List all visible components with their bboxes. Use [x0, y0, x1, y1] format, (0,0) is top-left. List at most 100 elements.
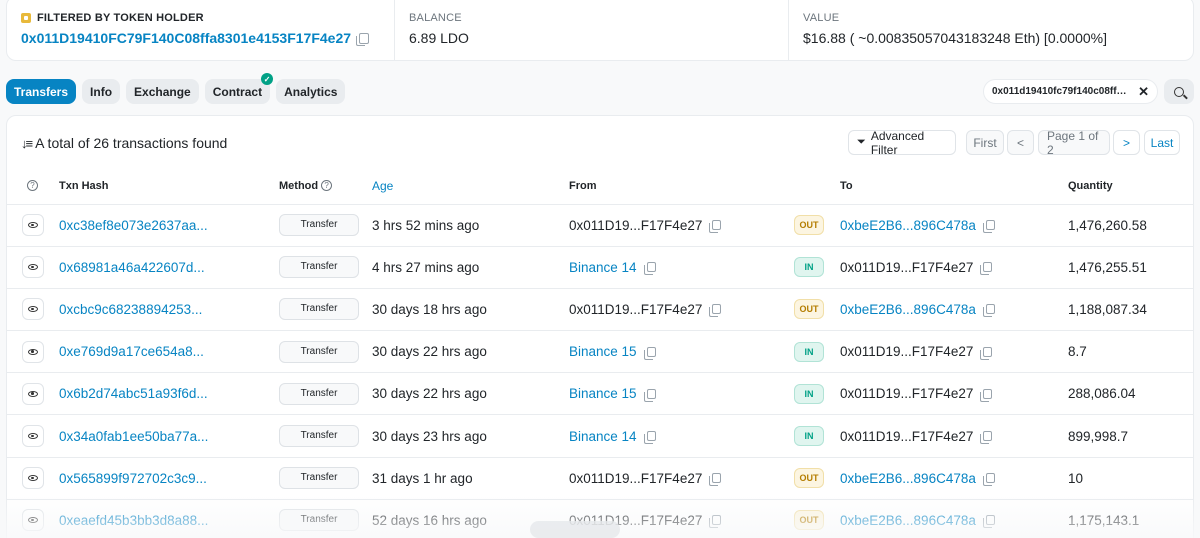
holder-caption: FILTERED BY TOKEN HOLDER	[37, 12, 204, 24]
copy-icon[interactable]	[980, 388, 993, 402]
txn-hash-link[interactable]: 0xc38ef8e073e2637aa...	[59, 217, 208, 233]
eye-icon	[28, 264, 38, 271]
age-cell: 31 days 1 hr ago	[372, 457, 569, 500]
tab-contract[interactable]: Contract ✓	[204, 73, 274, 104]
view-details-button[interactable]	[22, 425, 44, 448]
tab-bar: Transfers Info Exchange Contract ✓ Analy…	[6, 73, 346, 104]
txn-hash-link[interactable]: 0x68981a46a422607d...	[59, 259, 205, 275]
quantity-cell: 1,476,260.58	[1068, 204, 1193, 247]
txn-hash-link[interactable]: 0x565899f972702c3c9...	[59, 470, 207, 486]
to-address[interactable]: 0xbeE2B6...896C478a	[840, 512, 976, 528]
from-address[interactable]: Binance 14	[569, 428, 637, 444]
next-page-button[interactable]: >	[1113, 130, 1140, 155]
eye-icon	[28, 390, 38, 397]
direction-badge: OUT	[794, 510, 824, 531]
header-age[interactable]: Age	[372, 168, 569, 205]
method-badge: Transfer	[279, 425, 359, 448]
view-details-button[interactable]	[22, 298, 44, 321]
view-details-button[interactable]	[22, 340, 44, 363]
token-icon	[21, 13, 31, 23]
copy-icon[interactable]	[356, 32, 370, 46]
advanced-filter-button[interactable]: ⏷ Advanced Filter	[848, 129, 956, 157]
copy-icon[interactable]	[643, 346, 656, 360]
close-icon[interactable]: ✕	[1138, 83, 1149, 99]
eye-icon	[28, 475, 38, 482]
method-badge: Transfer	[279, 214, 359, 237]
copy-icon[interactable]	[643, 388, 656, 402]
tab-exchange[interactable]: Exchange	[126, 79, 199, 104]
method-badge: Transfer	[279, 340, 359, 363]
copy-icon[interactable]	[982, 220, 995, 234]
copy-icon[interactable]	[982, 473, 995, 487]
table-row: 0x68981a46a422607d... Transfer 4 hrs 27 mi…	[7, 246, 1193, 289]
table-row: 0x6b2d74abc51a93f6d... Transfer 30 days 22…	[7, 372, 1193, 416]
eye-icon	[28, 306, 38, 313]
method-help-icon[interactable]: ?	[321, 180, 333, 192]
eye-icon	[28, 222, 38, 229]
copy-icon[interactable]	[982, 515, 995, 529]
quantity-cell: 1,476,255.51	[1068, 246, 1193, 289]
quantity-cell: 8.7	[1068, 330, 1193, 374]
scroll-indicator[interactable]	[530, 521, 620, 538]
txn-hash-link[interactable]: 0xcbc9c68238894253...	[59, 301, 203, 317]
table-row: 0x34a0fab1ee50ba77a... Transfer 30 days 23…	[7, 414, 1193, 458]
table-row: 0x565899f972702c3c9... Transfer 31 days 1 …	[7, 457, 1193, 500]
balance-column: BALANCE 6.89 LDO	[394, 0, 788, 60]
table-row: 0xe769d9a17ce654a8... Transfer 30 days 22 …	[7, 330, 1193, 374]
from-address[interactable]: Binance 15	[569, 386, 637, 402]
from-address: 0x011D19...F17F4e27	[569, 217, 703, 233]
view-details-button[interactable]	[22, 509, 44, 532]
copy-icon[interactable]	[709, 515, 722, 529]
prev-page-button[interactable]: <	[1007, 130, 1034, 155]
copy-icon[interactable]	[643, 262, 656, 276]
direction-badge: OUT	[794, 468, 824, 489]
from-address: 0x011D19...F17F4e27	[569, 301, 703, 317]
balance-caption: BALANCE	[409, 12, 462, 24]
age-cell: 4 hrs 27 mins ago	[372, 246, 569, 289]
view-details-button[interactable]	[22, 467, 44, 490]
transfers-table: ? Txn Hash Method? Age From To Quantity …	[7, 168, 1193, 538]
help-icon[interactable]: ?	[27, 180, 38, 192]
to-address[interactable]: 0xbeE2B6...896C478a	[840, 217, 976, 233]
eye-icon	[28, 348, 38, 355]
to-address[interactable]: 0xbeE2B6...896C478a	[840, 470, 976, 486]
address-filter-chip[interactable]: 0x011d19410fc79f140c08ffa8301e4153f17f4e…	[983, 79, 1158, 104]
copy-icon[interactable]	[980, 431, 993, 445]
header-from: From	[569, 168, 794, 205]
copy-icon[interactable]	[980, 346, 993, 360]
direction-badge: IN	[794, 341, 824, 362]
age-cell: 30 days 22 hrs ago	[372, 372, 569, 416]
copy-icon[interactable]	[980, 262, 993, 276]
copy-icon[interactable]	[709, 304, 722, 318]
copy-icon[interactable]	[982, 304, 995, 318]
txn-hash-link[interactable]: 0xeaefd45b3bb3d8a88...	[59, 512, 209, 528]
tab-transfers[interactable]: Transfers	[6, 79, 77, 104]
view-details-button[interactable]	[22, 382, 44, 405]
txn-hash-link[interactable]: 0x6b2d74abc51a93f6d...	[59, 386, 208, 402]
view-details-button[interactable]	[22, 214, 44, 237]
method-badge: Transfer	[279, 509, 359, 532]
holder-column: FILTERED BY TOKEN HOLDER 0x011D19410FC79…	[7, 0, 394, 60]
txn-hash-link[interactable]: 0xe769d9a17ce654a8...	[59, 344, 204, 360]
holder-address-link[interactable]: 0x011D19410FC79F140C08ffa8301e4153F17F4e…	[21, 30, 352, 46]
to-address[interactable]: 0xbeE2B6...896C478a	[840, 301, 976, 317]
copy-icon[interactable]	[643, 431, 656, 445]
copy-icon[interactable]	[709, 220, 722, 234]
tab-info[interactable]: Info	[82, 79, 121, 104]
tab-contract-label: Contract	[212, 84, 263, 99]
value-caption: VALUE	[803, 12, 840, 24]
txn-hash-link[interactable]: 0x34a0fab1ee50ba77a...	[59, 428, 209, 444]
from-address[interactable]: Binance 14	[569, 259, 637, 275]
copy-icon[interactable]	[709, 473, 722, 487]
tab-analytics[interactable]: Analytics	[276, 79, 346, 104]
table-toolbar: ↓≡ A total of 26 transactions found ⏷ Ad…	[7, 116, 1193, 168]
value-amount: $16.88 ( ~0.00835057043183248 Eth) [0.00…	[803, 30, 1107, 46]
search-button[interactable]	[1164, 79, 1194, 104]
table-row: 0xc38ef8e073e2637aa... Transfer 3 hrs 52 m…	[7, 204, 1193, 247]
last-page-button[interactable]: Last	[1144, 130, 1180, 155]
view-details-button[interactable]	[22, 256, 44, 279]
first-page-button[interactable]: First	[966, 130, 1004, 155]
search-icon	[1174, 86, 1184, 97]
from-address[interactable]: Binance 15	[569, 344, 637, 360]
from-address: 0x011D19...F17F4e27	[569, 470, 703, 486]
